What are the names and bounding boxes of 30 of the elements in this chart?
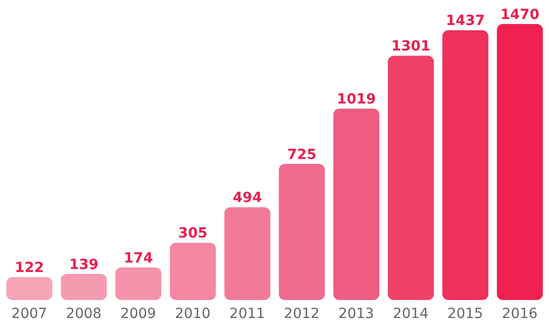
data-label: 305 xyxy=(178,226,208,242)
data-label: 139 xyxy=(69,256,98,273)
bar xyxy=(115,267,162,300)
data-label: 122 xyxy=(14,260,44,276)
data-label: 725 xyxy=(287,146,316,163)
bar xyxy=(60,274,107,300)
data-label: 174 xyxy=(124,250,154,266)
x-tick-label: 2009 xyxy=(120,306,156,322)
bar xyxy=(388,56,434,300)
bar xyxy=(442,30,488,300)
x-tick-label: 2007 xyxy=(11,306,48,322)
x-tick-label: 2011 xyxy=(229,306,266,322)
bar xyxy=(170,242,216,300)
bar xyxy=(333,108,380,300)
bar xyxy=(496,24,543,300)
data-label: 1301 xyxy=(391,38,430,55)
bar xyxy=(224,207,270,300)
data-label: 494 xyxy=(232,190,262,206)
data-label: 1470 xyxy=(500,7,540,23)
x-tick-label: 2010 xyxy=(174,306,211,322)
x-tick-label: 2008 xyxy=(66,306,102,322)
x-tick-label: 2013 xyxy=(338,306,374,322)
x-tick-label: 2012 xyxy=(284,306,320,322)
data-label: 1437 xyxy=(446,13,485,30)
bar xyxy=(6,277,52,300)
bar xyxy=(278,164,325,300)
x-tick-label: 2016 xyxy=(502,306,538,322)
x-tick-label: 2014 xyxy=(392,306,429,322)
x-tick-label: 2015 xyxy=(447,306,484,322)
data-label: 1019 xyxy=(336,92,376,108)
